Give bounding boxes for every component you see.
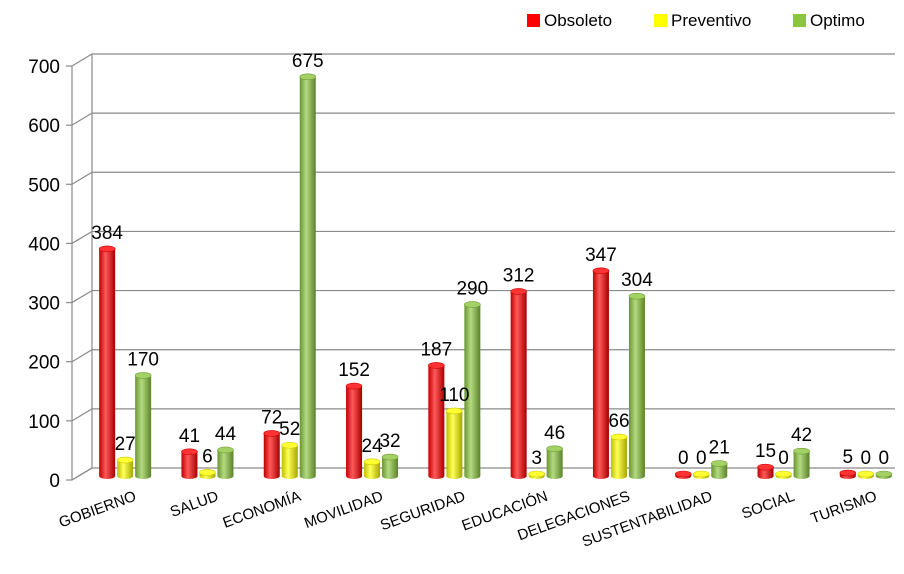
y-tick-label: 0 [49,471,60,492]
bar [510,288,527,479]
data-label: 0 [861,448,872,469]
x-tick-label: ECONOMÍA [221,488,304,532]
data-label: 0 [696,448,707,469]
data-label: 0 [678,448,689,469]
data-label: 41 [179,426,200,447]
bar [757,463,774,479]
bar [217,446,234,479]
gridline [71,408,895,422]
data-label: 15 [755,441,776,462]
data-label: 27 [115,434,136,455]
bar [628,292,646,479]
gridline [71,112,895,126]
data-label: 290 [456,278,488,299]
legend-label: Optimo [810,11,865,30]
x-tick-label: SOCIAL [739,488,797,523]
gridlines [71,53,895,481]
bar [857,470,875,479]
bar [98,245,116,479]
data-label: 3 [531,448,542,469]
x-tick-label: SEGURIDAD [378,488,468,535]
gridline [71,230,895,244]
y-tick-label: 500 [28,175,60,196]
bar [299,73,317,480]
x-tick-label: GOBIERNO [57,488,139,532]
data-label: 187 [420,339,452,360]
data-label: 347 [585,245,617,266]
legend-swatch [527,14,540,27]
bar [199,469,216,479]
gridline [71,171,895,185]
y-tick-label: 700 [28,57,60,78]
bar [875,470,893,479]
data-label: 170 [127,349,159,370]
data-label: 5 [843,447,854,468]
y-tick-label: 600 [28,116,60,137]
y-tick-label: 300 [28,294,60,315]
bar [345,382,363,479]
bar [674,470,692,479]
y-axis: 0 100 200 300 400 500 600 700 [28,54,93,492]
bar [181,448,198,479]
floor-edge [71,467,93,481]
y-tick-label: 400 [28,234,60,255]
data-label: 0 [879,448,890,469]
data-label: 6 [202,446,213,467]
y-tick-label: 200 [28,353,60,374]
bar [363,458,381,479]
bar [116,456,134,479]
bar [546,445,563,479]
data-label: 42 [791,425,812,446]
bar [710,460,728,479]
bar [610,433,628,479]
data-label: 52 [279,419,300,440]
bar [134,372,152,479]
bar [446,407,463,479]
data-label: 72 [261,407,282,428]
bar [692,470,710,479]
x-tick-label: MOVILIDAD [302,488,386,532]
data-label: 66 [608,411,629,432]
bar [775,470,792,479]
bar [793,447,810,479]
data-label: 304 [621,270,653,291]
data-label: 44 [215,424,237,445]
data-label: 312 [503,265,535,286]
data-label: 384 [91,223,123,244]
data-label: 24 [361,436,383,457]
data-label: 0 [778,448,789,469]
bar [839,469,857,479]
data-label: 675 [292,51,324,72]
legend-label: Preventivo [671,11,751,30]
data-label: 46 [544,423,565,444]
bar [428,362,445,479]
bar [281,441,299,479]
data-label: 110 [439,385,469,406]
bar [528,470,545,479]
data-label: 32 [379,431,400,452]
legend-swatch [654,14,667,27]
x-axis: GOBIERNO SALUD ECONOMÍAMOVILIDADSEGURIDADE… [57,488,879,551]
bars [98,73,893,480]
x-tick-label: TURISMO [808,488,879,528]
legend-swatch [793,14,806,27]
data-label: 21 [709,438,730,459]
bar [464,301,481,479]
y-tick-label: 100 [28,412,60,433]
legend: Obsoleto Preventivo Optimo [527,11,865,30]
legend-label: Obsoleto [544,11,612,30]
data-label: 152 [338,360,370,381]
x-tick-label: SALUD [168,488,221,521]
gridline [71,349,895,363]
bar [592,267,610,479]
gridline [71,53,895,67]
bar [381,453,399,479]
bar [263,430,281,479]
